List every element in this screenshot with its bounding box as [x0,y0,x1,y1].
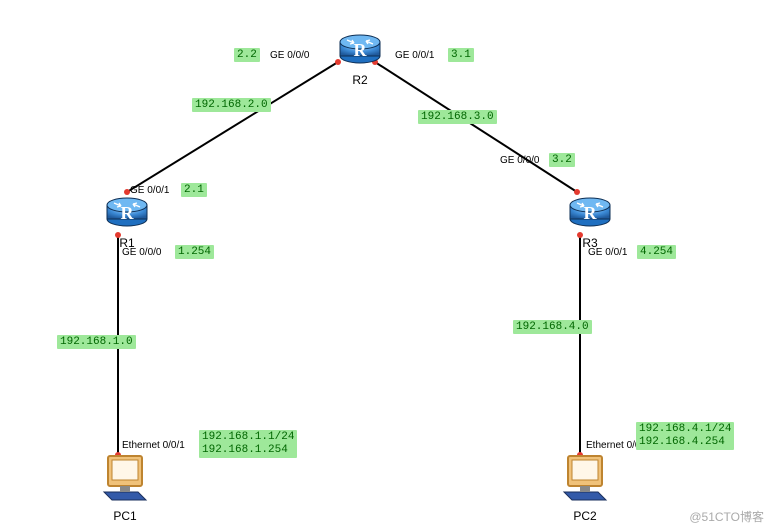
ip-label: 192.168.4.1/24192.168.4.254 [636,422,734,450]
pc-node[interactable]: PC1 [98,450,152,523]
ip-label: 4.254 [637,245,676,259]
router-node[interactable]: R R2 [335,22,385,87]
ip-label: 192.168.1.1/24192.168.1.254 [199,430,297,458]
port-label: Ethernet 0/0/1 [122,440,185,451]
port-label: GE 0/0/0 [122,247,161,258]
ip-label: 1.254 [175,245,214,259]
router-node[interactable]: R R3 [565,185,615,250]
ip-label: 192.168.4.0 [513,320,592,334]
ip-label: 192.168.1.0 [57,335,136,349]
pc-icon [98,450,152,507]
port-label: GE 0/0/0 [500,155,539,166]
link [375,62,577,192]
port-label: GE 0/0/0 [270,50,309,61]
link [127,62,338,192]
port-label: GE 0/0/1 [588,247,627,258]
svg-text:R: R [354,40,368,60]
watermark: @51CTO博客 [689,508,764,525]
node-label: R2 [335,73,385,87]
ip-label: 3.2 [549,153,575,167]
node-label: PC2 [558,509,612,523]
ip-label: 2.2 [234,48,260,62]
router-icon: R [335,22,385,71]
router-icon: R [565,185,615,234]
pc-node[interactable]: PC2 [558,450,612,523]
ip-label: 2.1 [181,183,207,197]
port-label: GE 0/0/1 [130,185,169,196]
ip-label: 192.168.2.0 [192,98,271,112]
svg-text:R: R [121,203,135,223]
svg-text:R: R [584,203,598,223]
port-label: GE 0/0/1 [395,50,434,61]
pc-icon [558,450,612,507]
ip-label: 3.1 [448,48,474,62]
node-label: PC1 [98,509,152,523]
ip-label: 192.168.3.0 [418,110,497,124]
